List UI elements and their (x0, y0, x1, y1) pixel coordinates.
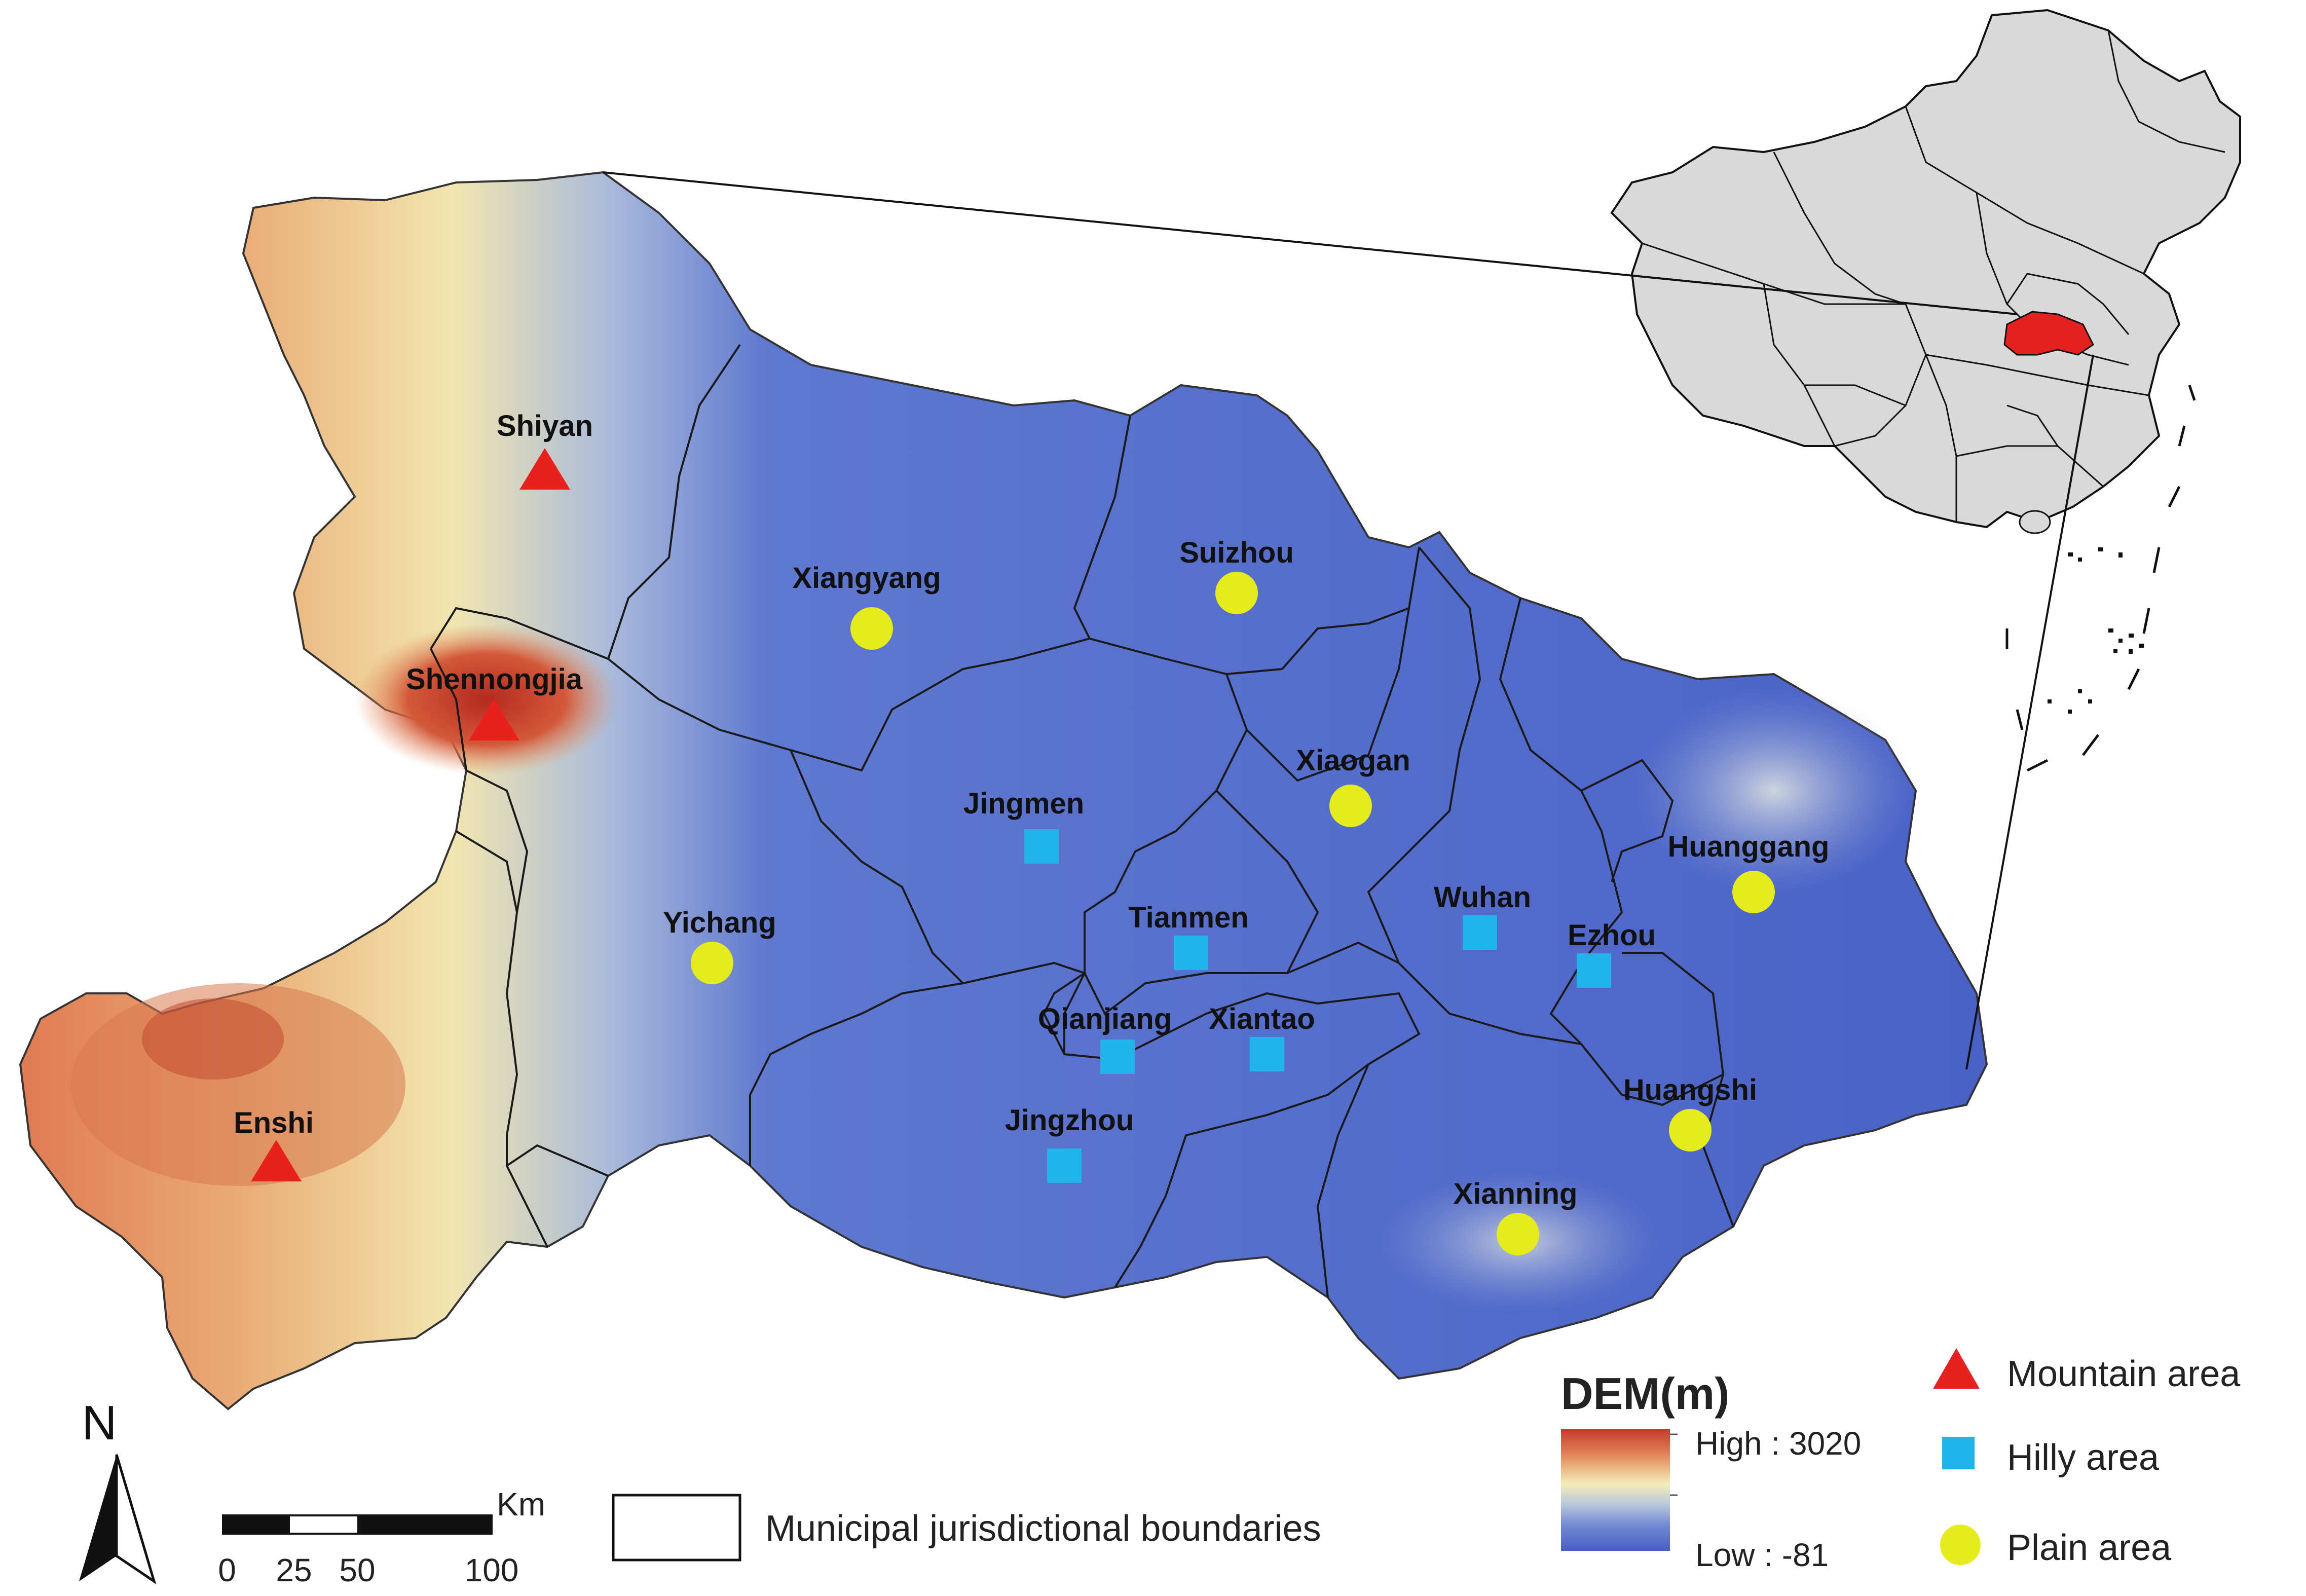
city-label: Shiyan (497, 410, 593, 442)
city-label: Huangshi (1623, 1073, 1757, 1106)
north-label: N (82, 1396, 117, 1450)
boundary-legend-label: Municipal jurisdictional boundaries (765, 1508, 1321, 1549)
scale-bar: Km 0 25 50 100 (218, 1486, 545, 1588)
scale-tick-0: 0 (218, 1552, 236, 1588)
boundary-swatch (612, 1494, 741, 1562)
hilly-marker-icon (1100, 1040, 1135, 1074)
city-label: Suizhou (1179, 536, 1294, 569)
scale-tick-100: 100 (465, 1552, 519, 1588)
city-label: Qianjiang (1038, 1003, 1172, 1035)
china-outline (1610, 9, 2241, 529)
city-label: Huanggang (1668, 830, 1830, 863)
city-label: Yichang (663, 906, 776, 939)
mountain-legend-label: Mountain area (2007, 1354, 2241, 1394)
hainan-island (2019, 510, 2051, 534)
north-arrow-right (115, 1454, 157, 1584)
city-label: Shennongjia (406, 663, 583, 696)
city-label: Enshi (234, 1106, 314, 1139)
scale-tick-50: 50 (339, 1552, 375, 1588)
city-label: Xiantao (1209, 1003, 1315, 1035)
plain-marker-icon (1732, 871, 1775, 913)
inset-connector-lines (603, 171, 2094, 1070)
city-label: Wuhan (1434, 881, 1531, 914)
plain-marker-icon (1497, 1213, 1539, 1255)
city-label: Tianmen (1128, 901, 1248, 934)
mountain-marker-icon (519, 448, 570, 490)
city-label: Jingmen (963, 787, 1085, 820)
dem-color-ramp (1561, 1429, 1670, 1551)
north-arrow: N (79, 1396, 157, 1584)
north-arrow-left (79, 1455, 117, 1581)
city-label: Xiangyang (792, 562, 941, 595)
plain-legend-icon (1940, 1525, 1981, 1565)
plain-marker-icon (1329, 785, 1372, 827)
shennongjia-peaks (355, 623, 618, 775)
hilly-marker-icon (1250, 1037, 1284, 1071)
hilly-marker-icon (1174, 936, 1208, 970)
dem-legend-title: DEM(m) (1561, 1368, 1729, 1419)
china-province-lines (1642, 30, 2225, 522)
hilly-marker-icon (1047, 1148, 1082, 1183)
marker-legend: Mountain area Hilly area Plain area (1933, 1348, 2241, 1568)
scale-tick-25: 25 (276, 1552, 312, 1588)
mountain-legend-icon (1933, 1348, 1980, 1389)
hubei-highlight (2003, 311, 2094, 356)
south-china-sea-islands (2048, 547, 2144, 714)
china-inset (1610, 9, 2241, 772)
city-markers: Shiyan Shennongjia Enshi Xiangyang Suizhou Xi… (234, 410, 1829, 1255)
boundary-legend: Municipal jurisdictional boundaries (612, 1494, 1321, 1562)
municipal-boundaries (430, 344, 1734, 1298)
enshi-peaks (142, 998, 284, 1080)
hilly-marker-icon (1577, 953, 1611, 988)
dem-high-label: High : 3020 (1695, 1425, 1861, 1462)
plain-marker-icon (850, 607, 893, 650)
dem-legend: DEM(m) High : 3020 Low : -81 (1561, 1368, 1861, 1573)
mountain-marker-icon (469, 699, 519, 740)
city-label: Xiaogan (1296, 744, 1410, 777)
city-label: Jingzhou (1005, 1104, 1134, 1137)
mountain-marker-icon (251, 1140, 302, 1181)
nine-dash-line (2005, 385, 2196, 772)
dem-low-label: Low : -81 (1695, 1537, 1829, 1573)
eastern-highlands (1632, 689, 1916, 892)
city-label: Ezhou (1568, 919, 1656, 952)
hilly-legend-label: Hilly area (2007, 1437, 2160, 1478)
plain-marker-icon (1215, 572, 1258, 614)
plain-marker-icon (1669, 1109, 1712, 1152)
scale-unit: Km (497, 1486, 545, 1523)
plain-legend-label: Plain area (2007, 1528, 2172, 1568)
hilly-legend-icon (1942, 1437, 1975, 1469)
city-label: Xianning (1454, 1177, 1578, 1210)
plain-marker-icon (691, 942, 733, 984)
hubei-province (19, 171, 1988, 1411)
hilly-marker-icon (1463, 915, 1497, 950)
hilly-marker-icon (1024, 829, 1059, 864)
